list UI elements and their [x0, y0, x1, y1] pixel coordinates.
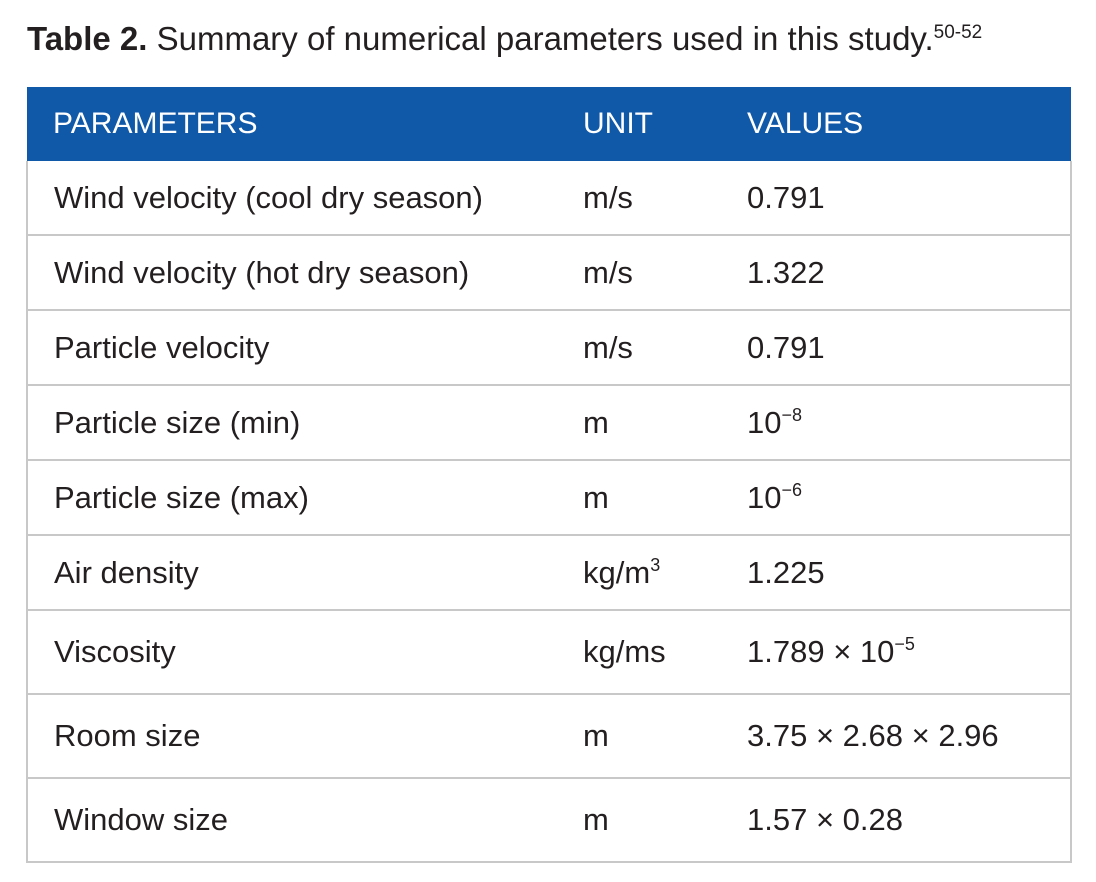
- parameter-cell: Particle size (min): [26, 385, 583, 461]
- value-exponent: −6: [781, 479, 803, 500]
- value-exponent: −8: [781, 404, 803, 425]
- parameter-cell: Wind velocity (cool dry season): [26, 161, 583, 236]
- value-text: 10: [747, 404, 782, 440]
- unit-cell: m/s: [583, 235, 747, 311]
- unit-cell: m: [583, 694, 747, 779]
- table-row: Particle velocity m/s 0.791: [26, 310, 1072, 386]
- value-text: 1.789 × 10: [747, 634, 895, 669]
- table-row: Particle size (max) m 10−6: [26, 460, 1072, 536]
- unit-cell: m/s: [583, 161, 747, 236]
- value-text: 0.791: [747, 179, 825, 215]
- header-values: VALUES: [747, 87, 1071, 161]
- unit-cell: m: [583, 385, 747, 461]
- unit-text: m: [583, 802, 609, 837]
- caption-text: Summary of numerical parameters used in …: [156, 20, 934, 57]
- table-row: Particle size (min) m 10−8: [26, 385, 1072, 461]
- parameter-cell: Viscosity: [26, 610, 583, 695]
- parameter-cell: Window size: [26, 778, 583, 863]
- unit-text: kg/m: [583, 554, 651, 590]
- parameters-table: PARAMETERS UNIT VALUES Wind velocity (co…: [26, 87, 1072, 863]
- value-cell: 10−6: [747, 460, 1072, 536]
- unit-text: m: [583, 404, 609, 440]
- value-exponent: −5: [894, 634, 915, 654]
- value-cell: 10−8: [747, 385, 1072, 461]
- unit-cell: m: [583, 778, 747, 863]
- unit-text: m/s: [583, 179, 633, 215]
- table-row: Air density kg/m3 1.225: [26, 535, 1072, 611]
- value-text: 1.322: [747, 254, 825, 290]
- table-row: Wind velocity (cool dry season) m/s 0.79…: [26, 161, 1072, 236]
- table-row: Viscosity kg/ms 1.789 × 10−5: [26, 610, 1072, 695]
- table-header-row: PARAMETERS UNIT VALUES: [27, 87, 1071, 161]
- value-text: 10: [747, 479, 782, 515]
- parameter-cell: Air density: [26, 535, 583, 611]
- parameter-cell: Particle size (max): [26, 460, 583, 536]
- value-cell: 1.789 × 10−5: [747, 610, 1072, 695]
- value-cell: 0.791: [747, 310, 1072, 386]
- header-parameters: PARAMETERS: [27, 87, 583, 161]
- unit-cell: kg/m3: [583, 535, 747, 611]
- table-row: Window size m 1.57 × 0.28: [26, 778, 1072, 863]
- unit-cell: m/s: [583, 310, 747, 386]
- unit-text: m/s: [583, 254, 633, 290]
- caption-label: Table 2.: [27, 20, 148, 57]
- table-caption: Table 2. Summary of numerical parameters…: [27, 18, 982, 60]
- caption-refs: 50-52: [933, 22, 983, 43]
- parameter-cell: Particle velocity: [26, 310, 583, 386]
- unit-text: kg/ms: [583, 634, 666, 669]
- unit-text: m/s: [583, 329, 633, 365]
- unit-cell: m: [583, 460, 747, 536]
- parameter-cell: Wind velocity (hot dry season): [26, 235, 583, 311]
- header-unit: UNIT: [583, 87, 747, 161]
- value-text: 3.75 × 2.68 × 2.96: [747, 718, 999, 753]
- table-row: Room size m 3.75 × 2.68 × 2.96: [26, 694, 1072, 779]
- value-cell: 1.57 × 0.28: [747, 778, 1072, 863]
- table-row: Wind velocity (hot dry season) m/s 1.322: [26, 235, 1072, 311]
- value-cell: 1.225: [747, 535, 1072, 611]
- value-text: 1.57 × 0.28: [747, 802, 903, 837]
- value-cell: 3.75 × 2.68 × 2.96: [747, 694, 1072, 779]
- value-text: 1.225: [747, 554, 825, 590]
- value-cell: 0.791: [747, 161, 1072, 236]
- unit-text: m: [583, 718, 609, 753]
- unit-exponent: 3: [650, 554, 661, 575]
- unit-text: m: [583, 479, 609, 515]
- value-cell: 1.322: [747, 235, 1072, 311]
- unit-cell: kg/ms: [583, 610, 747, 695]
- parameter-cell: Room size: [26, 694, 583, 779]
- value-text: 0.791: [747, 329, 825, 365]
